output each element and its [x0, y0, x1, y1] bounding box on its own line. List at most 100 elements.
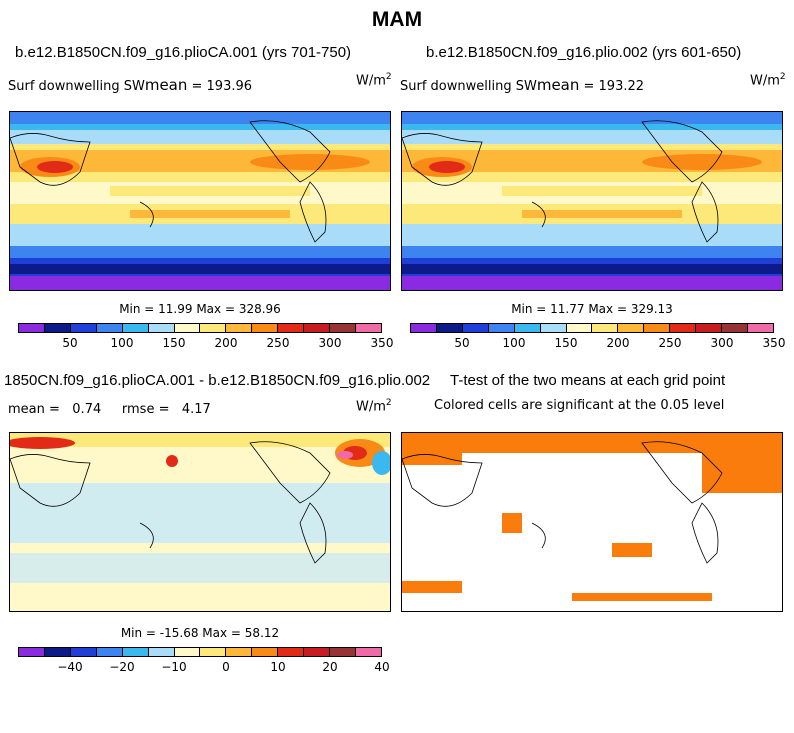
- figure-title: MAM: [371, 8, 423, 31]
- panel-title-top-right: b.e12.B1850CN.f09_g16.plio.002 (yrs 601-…: [426, 44, 742, 61]
- colorbar-tick-label: 200: [214, 336, 238, 350]
- colorbar-tick-label: 0: [222, 660, 230, 674]
- units-exp: 2: [385, 398, 392, 408]
- variable-stat: mean: [536, 76, 580, 94]
- colorbar-tick-label: 100: [502, 336, 526, 350]
- units-exp: 2: [385, 72, 392, 82]
- variable-label-top-left: Surf downwelling SWmean = 193.96: [8, 76, 252, 94]
- units-base: W/m: [750, 73, 780, 89]
- colorbar-cell: [226, 324, 253, 332]
- variable-mean: = 193.22: [583, 79, 645, 94]
- colorbar-tick-label: 250: [658, 336, 682, 350]
- colorbar-bottom-left: [18, 647, 382, 657]
- variable-mean: = 193.96: [191, 79, 253, 94]
- colorbar-cell: [618, 324, 645, 332]
- panel-title-bottom-left: 1850CN.f09_g16.plioCA.001 - b.e12.B1850C…: [4, 372, 431, 389]
- map-bottom-right: [401, 432, 783, 612]
- colorbar-ticks-top-left: 50 100 150 200 250 300 350: [18, 336, 393, 352]
- colorbar-cell: [670, 324, 697, 332]
- colorbar-cell: [566, 324, 593, 332]
- map-top-left: [9, 111, 391, 291]
- colorbar-cell: [148, 324, 175, 332]
- colorbar-tick-label: 200: [606, 336, 630, 350]
- difference-field-map: [10, 433, 390, 611]
- sw-field-map: [10, 112, 390, 290]
- colorbar-cell: [174, 324, 201, 332]
- colorbar-cell: [722, 324, 748, 332]
- units-exp: 2: [779, 72, 786, 82]
- colorbar-cell: [355, 648, 381, 656]
- colorbar-cell: [330, 324, 356, 332]
- units-bottom-left: W/m2: [356, 398, 392, 414]
- colorbar-cell: [96, 648, 123, 656]
- panel-title-bottom-right: T-test of the two means at each grid poi…: [450, 372, 726, 389]
- panel-title-top-left: b.e12.B1850CN.f09_g16.plioCA.001 (yrs 70…: [15, 44, 352, 61]
- significance-map: [402, 433, 782, 611]
- colorbar-cell: [436, 324, 463, 332]
- map-top-right: [401, 111, 783, 291]
- colorbar-cell: [252, 648, 279, 656]
- colorbar-ticks-bottom-left: −40 −20 −10 0 10 20 40: [18, 660, 389, 676]
- colorbar-tick-label: 50: [62, 336, 78, 350]
- colorbar-tick-label: 40: [374, 660, 390, 674]
- colorbar-cell: [226, 648, 253, 656]
- colorbar-cell: [355, 324, 381, 332]
- variable-label-top-right: Surf downwelling SWmean = 193.22: [400, 76, 644, 94]
- colorbar-cell: [411, 324, 437, 332]
- sw-field-map: [402, 112, 782, 290]
- colorbar-top-right: [410, 323, 774, 333]
- colorbar-cell: [462, 324, 489, 332]
- colorbar-tick-label: 20: [322, 660, 338, 674]
- colorbar-cell: [696, 324, 723, 332]
- colorbar-cell: [122, 648, 149, 656]
- colorbar-cell: [19, 324, 45, 332]
- colorbar-tick-label: 300: [318, 336, 342, 350]
- minmax-top-left: Min = 11.99 Max = 328.96: [119, 302, 281, 316]
- colorbar-cell: [514, 324, 541, 332]
- colorbar-cell: [747, 324, 773, 332]
- colorbar-tick-label: 150: [162, 336, 186, 350]
- colorbar-cell: [70, 324, 97, 332]
- variable-stat: mean: [144, 76, 188, 94]
- colorbar-tick-label: 100: [110, 336, 134, 350]
- colorbar-cell: [148, 648, 175, 656]
- minmax-top-right: Min = 11.77 Max = 329.13: [511, 302, 673, 316]
- colorbar-cell: [70, 648, 97, 656]
- colorbar-cell: [278, 648, 305, 656]
- colorbar-cell: [122, 324, 149, 332]
- colorbar-tick-label: 300: [710, 336, 734, 350]
- colorbar-tick-label: −40: [57, 660, 83, 674]
- colorbar-cell: [44, 648, 71, 656]
- colorbar-tick-label: 250: [266, 336, 290, 350]
- variable-name: Surf downwelling SW: [8, 79, 145, 94]
- colorbar-cell: [200, 648, 227, 656]
- colorbar-cell: [304, 324, 331, 332]
- colorbar-cell: [304, 648, 331, 656]
- colorbar-tick-label: 50: [454, 336, 470, 350]
- colorbar-tick-label: 10: [270, 660, 286, 674]
- colorbar-cell: [644, 324, 671, 332]
- colorbar-cell: [540, 324, 567, 332]
- colorbar-cell: [252, 324, 279, 332]
- colorbar-cell: [44, 324, 71, 332]
- minmax-bottom-left: Min = -15.68 Max = 58.12: [120, 626, 280, 640]
- units-top-right: W/m2: [750, 72, 786, 88]
- colorbar-cell: [200, 324, 227, 332]
- colorbar-tick-label: 350: [370, 336, 394, 350]
- colorbar-cell: [330, 648, 356, 656]
- units-base: W/m: [356, 73, 386, 89]
- colorbar-tick-label: 350: [762, 336, 786, 350]
- map-bottom-left: [9, 432, 391, 612]
- colorbar-cell: [96, 324, 123, 332]
- colorbar-cell: [174, 648, 201, 656]
- colorbar-tick-label: −10: [161, 660, 187, 674]
- colorbar-cell: [278, 324, 305, 332]
- colorbar-ticks-top-right: 50 100 150 200 250 300 350: [410, 336, 785, 352]
- colorbar-tick-label: 150: [554, 336, 578, 350]
- units-top-left: W/m2: [356, 72, 392, 88]
- colorbar-top-left: [18, 323, 382, 333]
- colorbar-cell: [488, 324, 515, 332]
- colorbar-tick-label: −20: [109, 660, 135, 674]
- subtitle-bottom-right: Colored cells are significant at the 0.0…: [434, 398, 725, 413]
- colorbar-cell: [19, 648, 45, 656]
